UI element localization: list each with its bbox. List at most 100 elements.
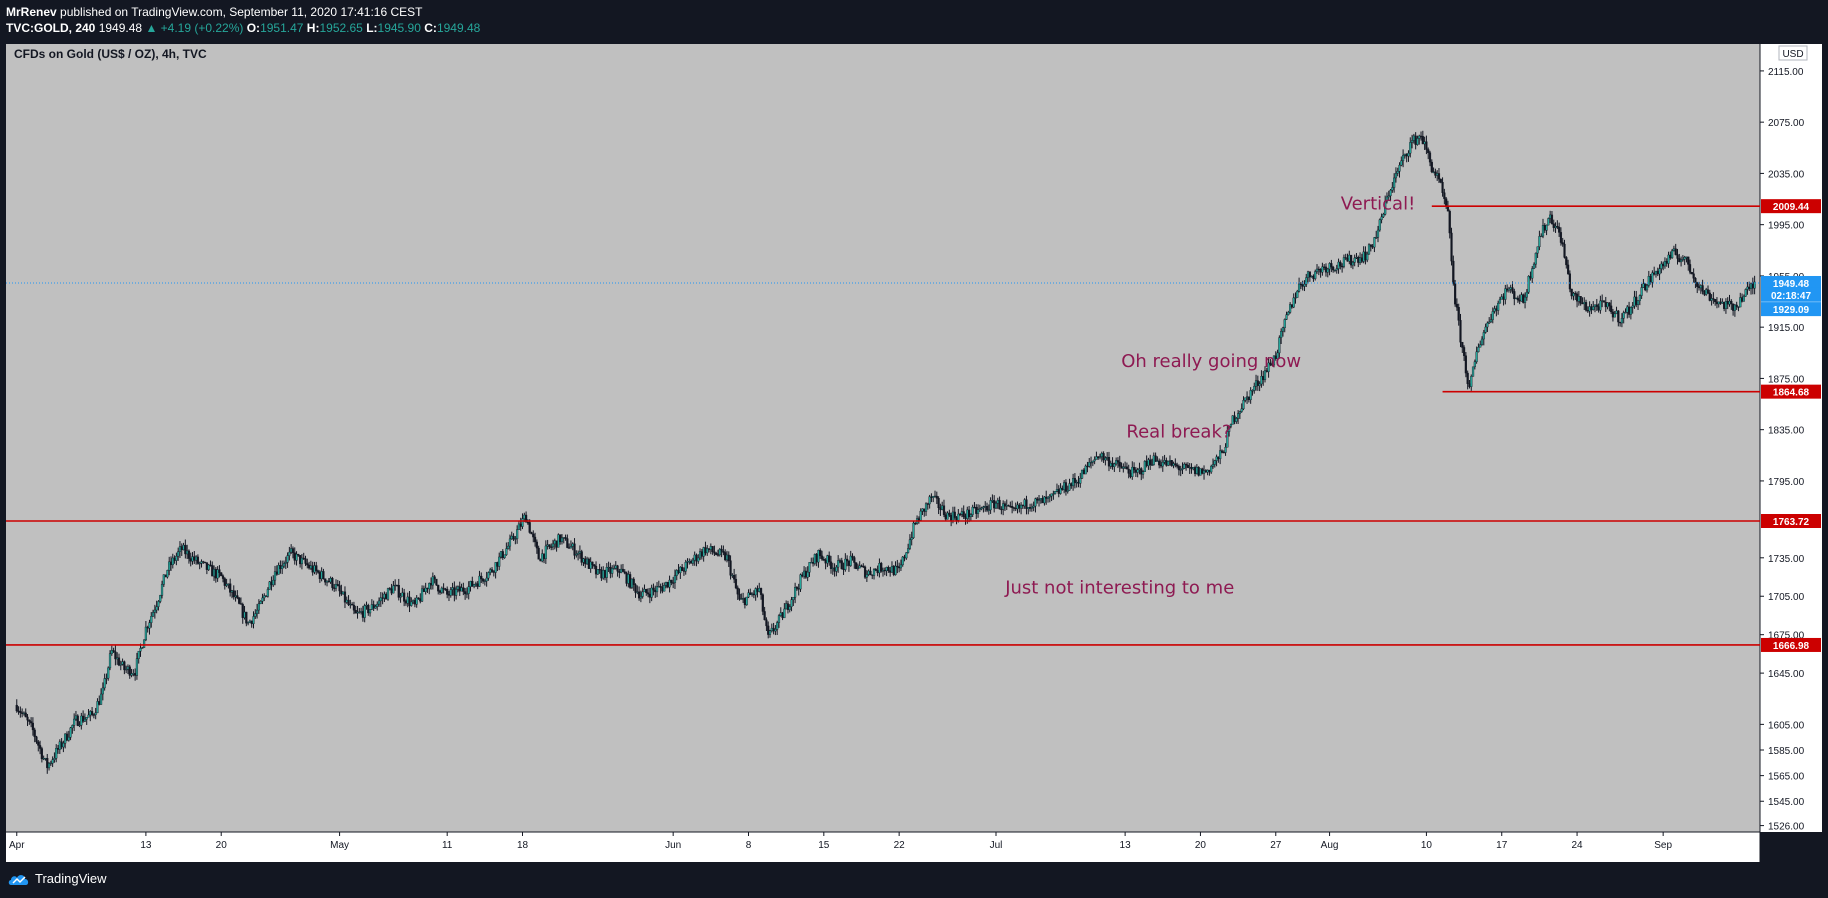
- candle-body: [126, 666, 130, 670]
- candle-body: [1360, 257, 1363, 262]
- candle-body: [1125, 466, 1129, 470]
- candle-body: [630, 578, 634, 588]
- candle-body: [580, 551, 583, 563]
- candle-body: [905, 552, 908, 559]
- candle-body: [1502, 296, 1505, 300]
- candle-body: [446, 588, 449, 595]
- candle-body: [713, 551, 716, 554]
- candle-body: [76, 715, 79, 726]
- candle-body: [1294, 297, 1297, 299]
- candle-body: [1592, 306, 1595, 311]
- candle-body: [555, 540, 558, 548]
- currency-box[interactable]: [1778, 45, 1808, 61]
- chart-annotation: Oh really going now: [1121, 351, 1301, 372]
- candle-body: [566, 538, 569, 548]
- candle-body: [1688, 264, 1692, 273]
- candle-body: [119, 664, 122, 666]
- candle-body: [551, 543, 555, 548]
- candle-body: [1197, 467, 1200, 476]
- candle-body: [505, 548, 508, 556]
- candle-body: [795, 587, 799, 589]
- candle-body: [83, 718, 87, 722]
- candle-body: [1550, 214, 1554, 224]
- symbol-label[interactable]: TVC:GOLD, 240: [6, 21, 96, 35]
- candle-body: [1228, 425, 1231, 432]
- candle-body: [128, 666, 131, 676]
- candle-body: [1715, 301, 1719, 305]
- candle-body: [663, 585, 666, 592]
- candle-body: [598, 569, 601, 571]
- candle-body: [1324, 266, 1328, 273]
- candle-body: [342, 591, 345, 595]
- candle-body: [1489, 319, 1493, 323]
- candle-body: [1699, 285, 1702, 289]
- candle-body: [428, 583, 431, 590]
- candle-body: [801, 574, 804, 577]
- candle-body: [948, 512, 951, 516]
- candle-body: [243, 611, 246, 618]
- candle-body: [1464, 355, 1467, 374]
- tradingview-logo[interactable]: TradingView: [8, 871, 107, 886]
- candle-body: [541, 553, 544, 562]
- candle-body: [1063, 482, 1066, 490]
- candle-body: [1371, 246, 1374, 248]
- candle-body: [168, 561, 171, 571]
- author-name[interactable]: MrRenev: [6, 5, 57, 19]
- candle-body: [89, 711, 92, 716]
- candle-body: [37, 741, 40, 746]
- candle-body: [368, 609, 372, 614]
- plot-area[interactable]: [6, 44, 1760, 832]
- candle-body: [1091, 460, 1094, 463]
- prev-close-label: 1929.09: [1773, 305, 1810, 316]
- candle-body: [1262, 376, 1265, 381]
- price-axis[interactable]: [1760, 44, 1822, 832]
- candle-body: [220, 572, 223, 577]
- candle-body: [654, 589, 657, 593]
- candle-body: [1457, 307, 1460, 321]
- candle-body: [1007, 505, 1010, 507]
- candle-body: [82, 715, 85, 722]
- candle-body: [1289, 304, 1292, 313]
- time-axis[interactable]: [6, 832, 1760, 862]
- candle-body: [1748, 286, 1751, 290]
- candle-body: [1647, 276, 1650, 286]
- candle-body: [1100, 453, 1103, 457]
- candle-body: [976, 509, 980, 514]
- candle-body: [693, 554, 696, 561]
- candle-body: [684, 562, 687, 572]
- candle-body: [1635, 296, 1638, 305]
- candle-body: [1488, 321, 1491, 324]
- candle-body: [521, 518, 524, 527]
- candle-body: [1102, 453, 1105, 461]
- candle-body: [1337, 261, 1340, 269]
- candle-body: [150, 616, 153, 623]
- candle-body: [1471, 366, 1475, 377]
- candle-body: [239, 603, 243, 605]
- candle-body: [1495, 308, 1498, 311]
- candle-body: [673, 575, 677, 583]
- candle-body: [1742, 296, 1745, 302]
- candle-body: [686, 561, 689, 563]
- candle-body: [984, 506, 987, 508]
- candle-body: [1339, 261, 1342, 267]
- candle-body: [503, 554, 506, 559]
- candle-body: [331, 578, 334, 588]
- candle-body: [1321, 266, 1324, 273]
- candle-body: [1470, 376, 1473, 387]
- candle-body: [831, 567, 834, 569]
- candle-body: [759, 588, 763, 595]
- candle-body: [1330, 263, 1333, 268]
- candle-body: [351, 603, 354, 606]
- candle-body: [740, 598, 743, 600]
- candle-body: [1412, 135, 1415, 141]
- time-ticks: Apr 13 20 May 11 18 Jun 8 15 22 Jul 13 20 27 Aug 10 17 24…: [9, 832, 1672, 851]
- candle-body: [420, 588, 424, 602]
- candle-body: [700, 551, 703, 557]
- candle-body: [1088, 462, 1091, 467]
- candle-body: [297, 553, 300, 556]
- candle-body: [1407, 152, 1410, 157]
- close-value: 1949.48: [436, 21, 481, 35]
- chart-frame[interactable]: Vertical! Oh really going now Real break? J…: [6, 44, 1822, 862]
- tradingview-cloud-icon: [8, 874, 29, 885]
- price-chart[interactable]: Vertical! Oh really going now Real break? J…: [6, 44, 1822, 862]
